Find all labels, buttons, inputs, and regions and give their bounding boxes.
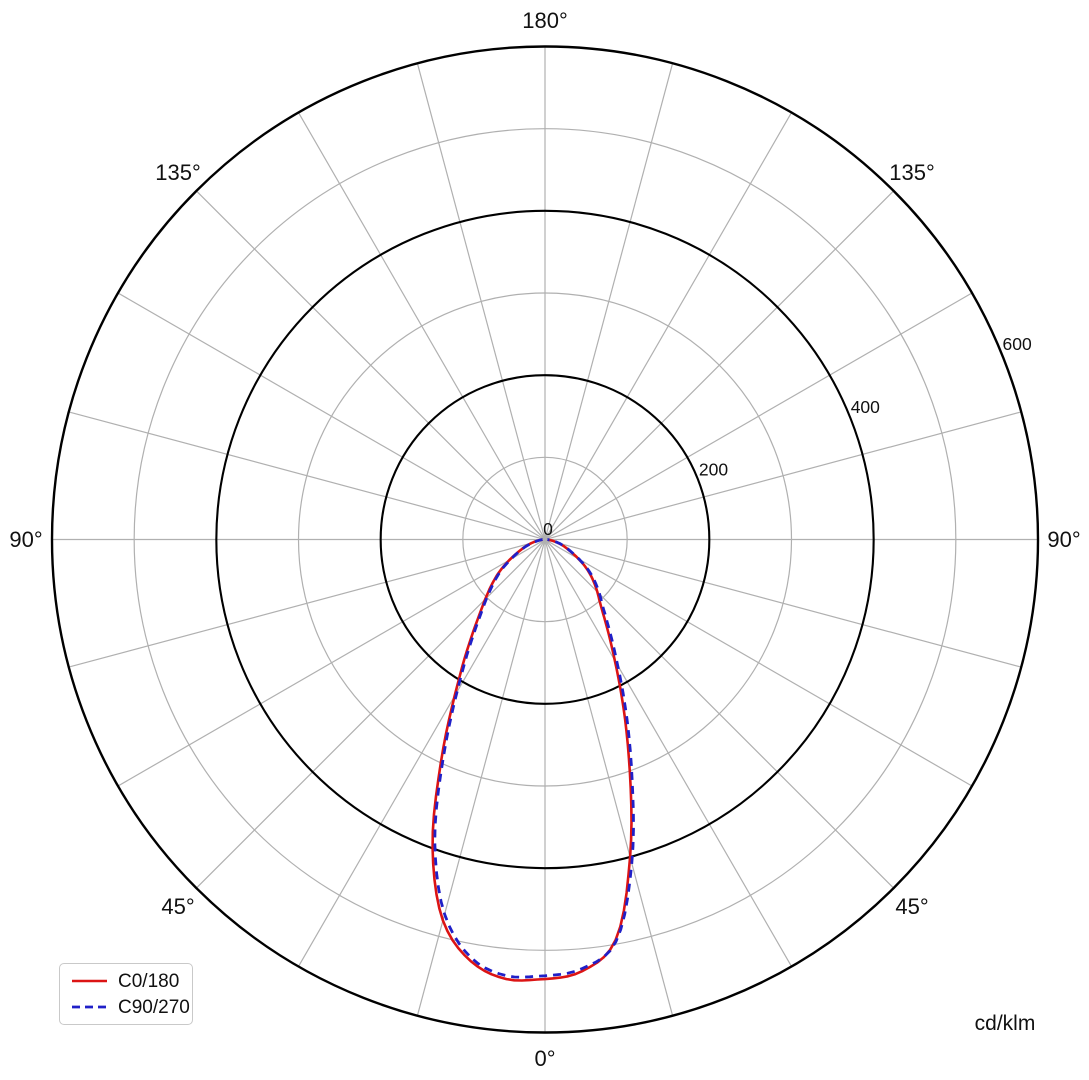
legend-entry-c90-270: C90/270 xyxy=(71,998,192,1017)
grid-circle-major xyxy=(50,45,1040,1034)
curve-c0-180 xyxy=(431,538,633,982)
grid-circle-minor xyxy=(462,456,628,623)
radial-tick-label: 400 xyxy=(851,397,880,417)
angle-label: 135° xyxy=(155,160,201,185)
angle-labels: 0° 45° 45° 90° 90° 135° 135° 180° xyxy=(9,8,1080,1071)
angle-label: 90° xyxy=(1047,527,1080,552)
legend: C0/180 C90/270 xyxy=(59,963,193,1025)
solid-line-swatch xyxy=(72,979,107,983)
legend-label: C90/270 xyxy=(118,996,190,1018)
polar-grid-minor xyxy=(52,46,1038,1033)
radial-tick-label: 0 xyxy=(543,519,553,539)
grid-circle-major xyxy=(379,374,711,705)
intensity-curves xyxy=(431,538,635,982)
radial-tick-label: 200 xyxy=(699,460,728,480)
angle-label: 45° xyxy=(895,894,928,919)
angle-label: 45° xyxy=(161,894,194,919)
curve-c90-270 xyxy=(433,538,635,979)
polar-grid-major xyxy=(50,45,1040,1034)
angle-label: 0° xyxy=(534,1046,555,1071)
radial-tick-labels: 0 200 400 600 xyxy=(543,334,1032,539)
grid-circle-major xyxy=(215,209,875,870)
angle-label: 180° xyxy=(522,8,568,33)
radial-tick-label: 600 xyxy=(1002,334,1031,354)
grid-circle-minor xyxy=(133,128,957,951)
units-label: cd/klm xyxy=(974,1012,1036,1035)
dashed-line-swatch xyxy=(72,1005,107,1009)
grid-circle-minor xyxy=(297,292,793,787)
legend-label: C0/180 xyxy=(118,970,180,992)
angle-label: 135° xyxy=(889,160,935,185)
angle-label: 90° xyxy=(9,527,42,552)
legend-entry-c0-180: C0/180 xyxy=(71,972,192,991)
